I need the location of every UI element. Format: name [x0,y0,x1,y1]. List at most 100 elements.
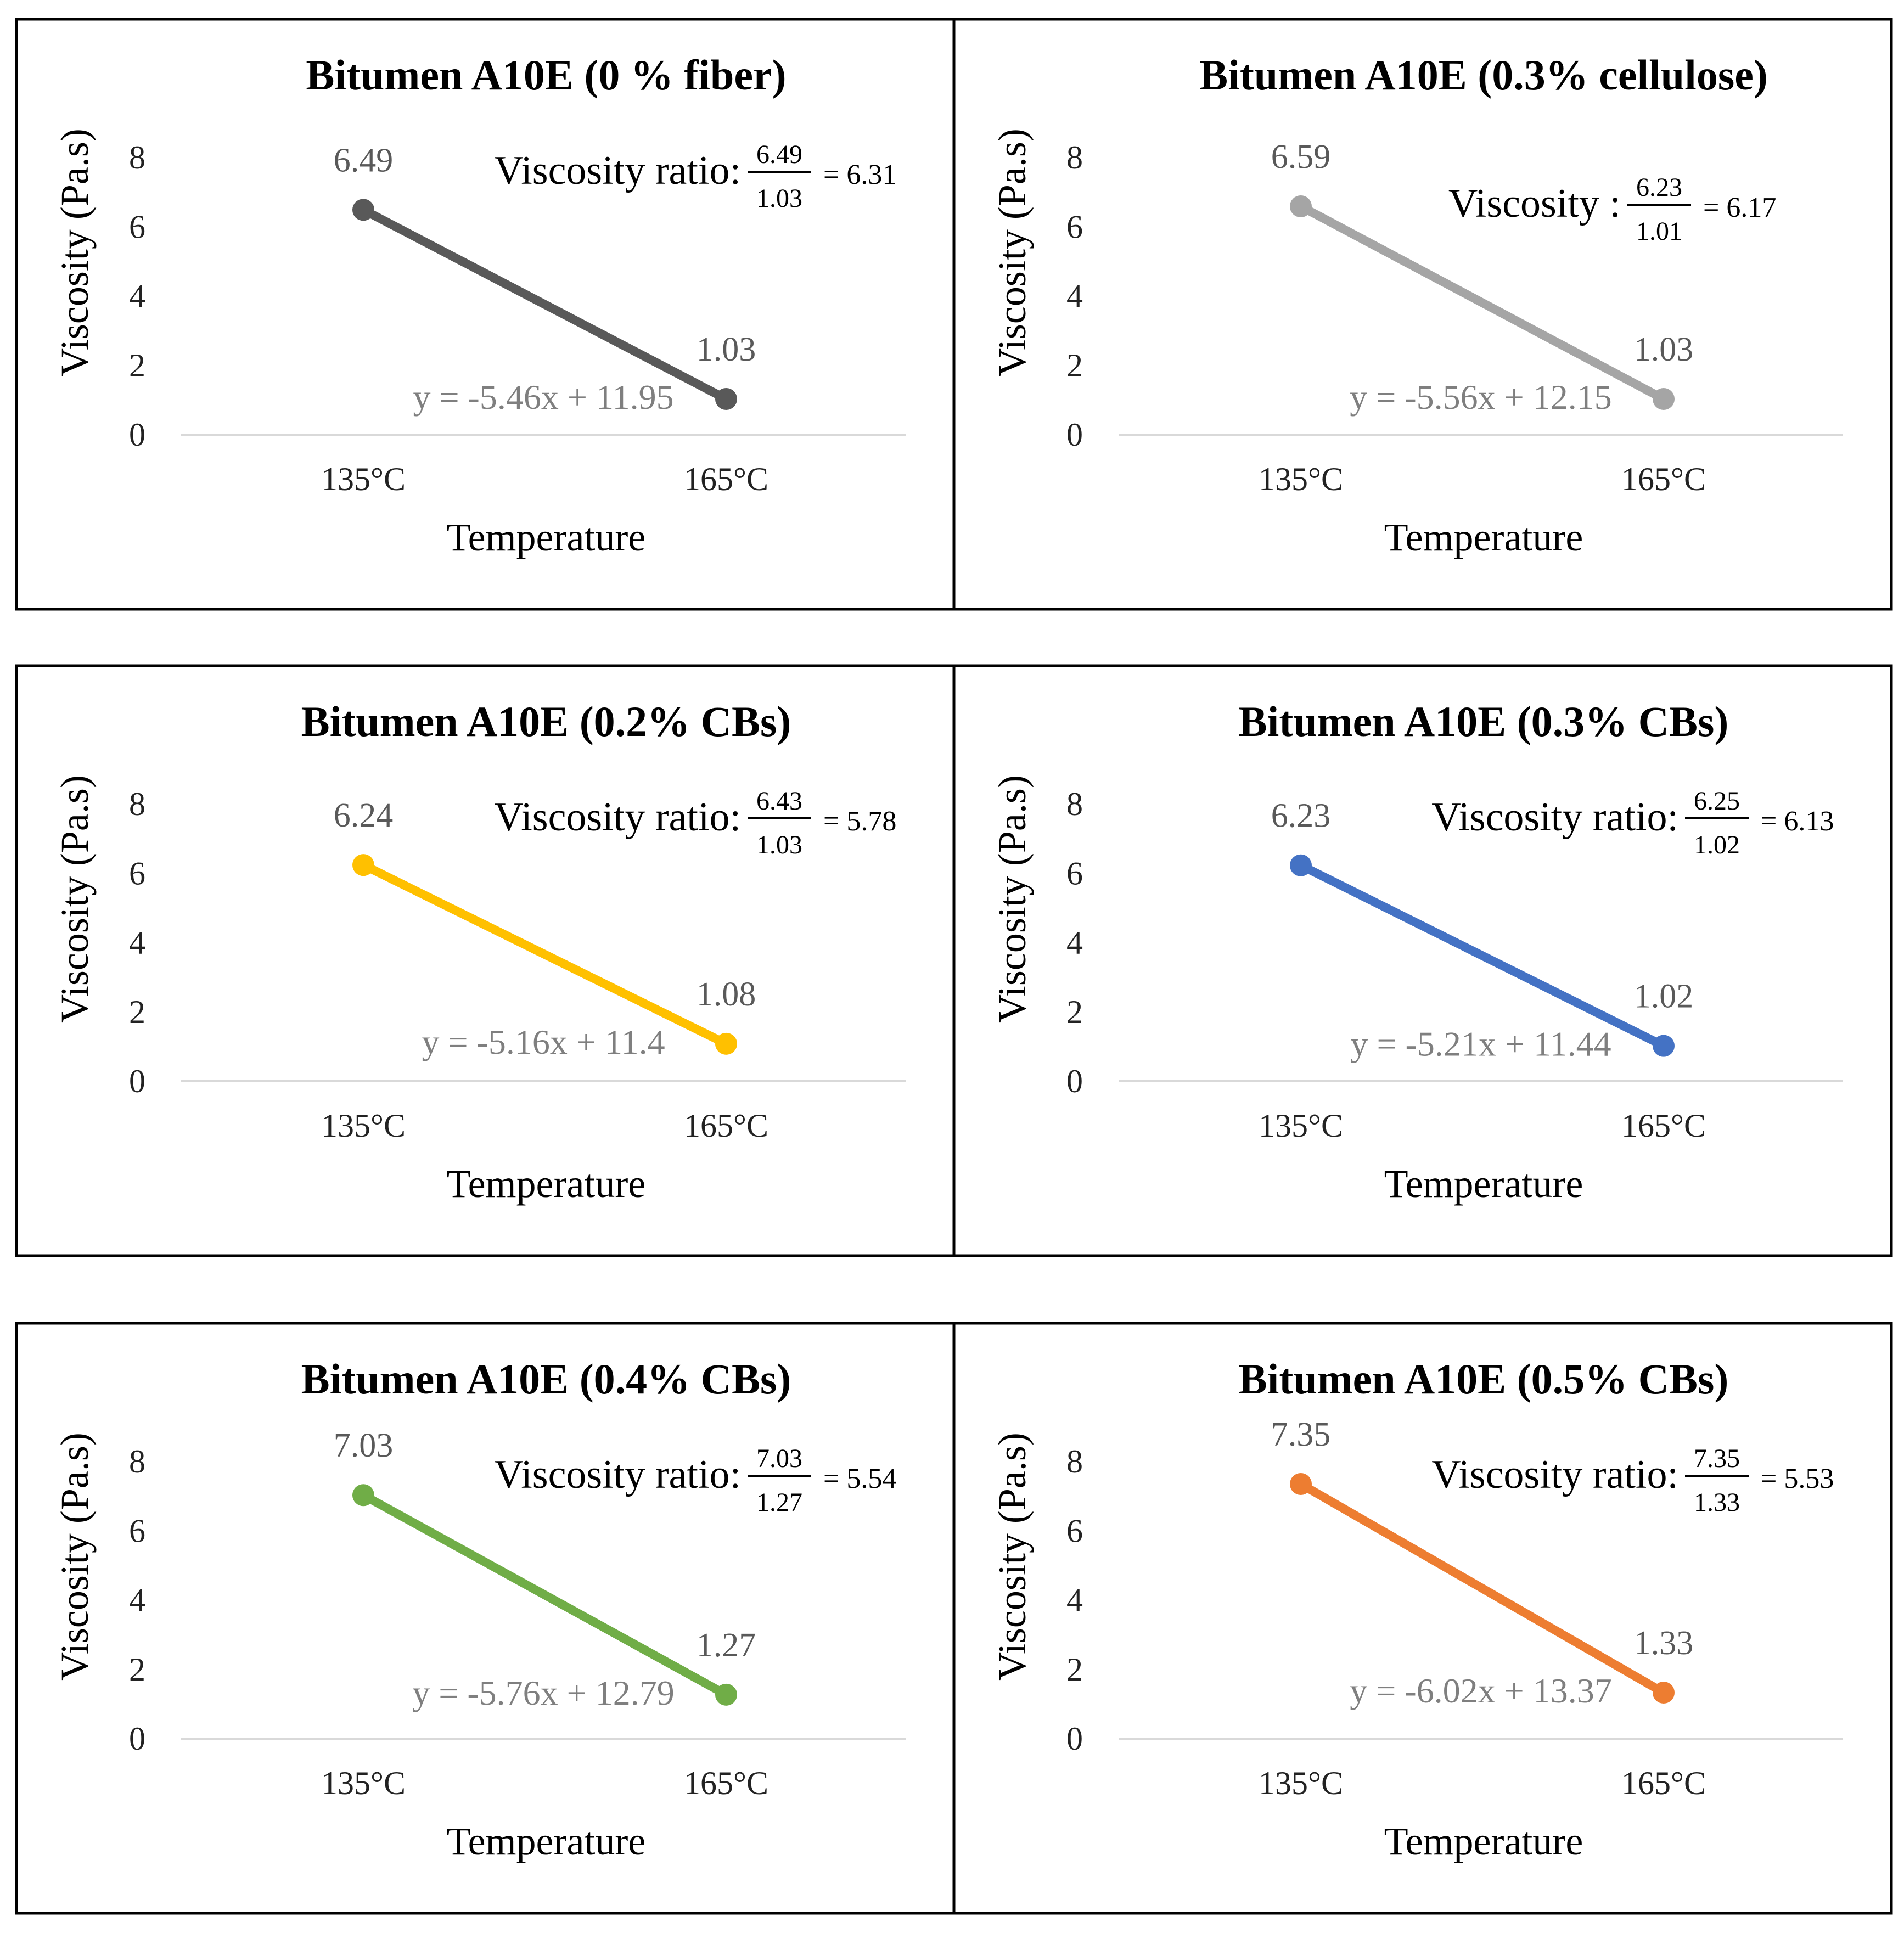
chart-title: Bitumen A10E (0.3% cellulose) [1199,51,1768,99]
trendline-equation: y = -6.02x + 13.37 [1350,1671,1612,1710]
ratio-denominator: 1.27 [756,1488,802,1517]
series-line [1296,202,1668,403]
ratio-denominator: 1.01 [1636,217,1682,246]
x-tick-label: 165°C [684,1108,768,1144]
ratio-numerator: 6.49 [756,140,802,169]
data-point [352,1484,374,1507]
y-tick-label: 8 [1066,139,1083,176]
data-label: 1.02 [1634,978,1694,1015]
y-tick-label: 4 [129,925,145,961]
y-tick-label: 6 [129,209,145,245]
chart-panel-4: Bitumen A10E (0.3% CBs) 0 2 4 6 8 Viscosity (P… [952,664,1893,1257]
ratio-result: = 6.17 [1703,192,1776,223]
series-line [1296,1480,1668,1698]
y-tick-label: 6 [1066,1513,1083,1549]
x-tick-label: 165°C [1621,1108,1706,1144]
ratio-denominator: 1.02 [1694,830,1740,859]
ratio-denominator: 1.33 [1694,1488,1740,1517]
x-tick-label: 135°C [321,1765,406,1801]
chart-title: Bitumen A10E (0.3% CBs) [1239,698,1729,745]
y-tick-label: 0 [1066,1721,1083,1757]
y-axis-title: Viscosity (Pa.s) [990,1432,1034,1681]
y-axis-title: Viscosity (Pa.s) [53,128,97,376]
y-tick-label: 0 [129,1721,145,1757]
y-tick-label: 2 [129,994,145,1030]
x-axis-title: Temperature [1384,515,1583,559]
ratio-denominator: 1.03 [756,830,802,859]
panel-border [952,1322,1893,1915]
data-label: 6.49 [334,142,394,179]
data-point [715,387,737,410]
viscosity-ratio-label: Viscosity ratio: [494,1452,741,1497]
y-tick-label: 8 [1066,1443,1083,1480]
chart-panel-5: Bitumen A10E (0.4% CBs) 0 2 4 6 8 Viscosity (P… [15,1322,956,1915]
y-tick-label: 0 [1066,1063,1083,1099]
data-point [1290,195,1312,218]
x-tick-label: 135°C [1259,461,1343,497]
y-tick-label: 8 [1066,786,1083,822]
y-tick-label: 6 [129,855,145,891]
data-label: 6.23 [1271,797,1331,835]
y-tick-label: 0 [129,1063,145,1099]
x-axis-title: Temperature [1384,1162,1583,1206]
data-point [1653,1035,1675,1057]
chart-title: Bitumen A10E (0 % fiber) [306,51,786,99]
viscosity-ratio-label: Viscosity ratio: [1431,795,1678,840]
y-tick-label: 6 [1066,855,1083,891]
trendline-equation: y = -5.76x + 12.79 [412,1673,675,1712]
panel-border [952,664,1893,1257]
y-tick-label: 2 [1066,1651,1083,1688]
data-label: 7.35 [1271,1416,1331,1453]
y-axis-title: Viscosity (Pa.s) [990,128,1034,376]
ratio-result: = 6.13 [1761,806,1834,837]
panel-border [952,18,1893,611]
chart-panel-6: Bitumen A10E (0.5% CBs) 0 2 4 6 8 Viscosity (P… [952,1322,1893,1915]
ratio-numerator: 6.25 [1694,786,1740,816]
ratio-numerator: 7.03 [756,1444,802,1473]
data-point [1290,1473,1312,1496]
y-tick-label: 0 [1066,417,1083,453]
ratio-result: = 6.31 [823,159,896,190]
viscosity-ratio-label: Viscosity ratio: [1431,1452,1678,1497]
x-tick-label: 135°C [321,461,406,497]
y-axis-title: Viscosity (Pa.s) [53,1432,97,1681]
series-line [1296,861,1668,1050]
x-tick-label: 165°C [684,461,768,497]
y-tick-label: 6 [129,1513,145,1549]
data-label: 1.03 [1634,331,1694,368]
data-point [352,854,374,876]
y-tick-label: 8 [129,139,145,176]
data-point [1653,1682,1675,1704]
chart-title: Bitumen A10E (0.5% CBs) [1239,1355,1729,1403]
y-tick-label: 4 [129,1582,145,1618]
trendline-equation: y = -5.46x + 11.95 [413,378,673,417]
viscosity-ratio-label: Viscosity ratio: [494,795,741,840]
chart-panel-1: Bitumen A10E (0 % fiber) 0 2 4 6 8 Viscosity (… [15,18,956,611]
y-tick-label: 8 [129,1443,145,1480]
data-label: 6.59 [1271,138,1331,176]
chart-title: Bitumen A10E (0.4% CBs) [301,1355,791,1403]
y-tick-label: 2 [1066,347,1083,384]
data-point [1290,854,1312,876]
series-line [359,1491,731,1699]
data-point [715,1032,737,1055]
data-label: 1.03 [697,331,756,368]
ratio-numerator: 6.23 [1636,173,1682,202]
x-tick-label: 165°C [1621,1765,1706,1801]
y-tick-label: 2 [129,347,145,384]
data-point [352,199,374,221]
trendline-equation: y = -5.16x + 11.4 [422,1022,665,1061]
y-tick-label: 0 [129,417,145,453]
series-line [359,861,731,1048]
y-tick-label: 4 [1066,1582,1083,1618]
y-tick-label: 2 [1066,994,1083,1030]
viscosity-ratio-label: Viscosity : [1448,181,1621,226]
y-tick-label: 8 [129,786,145,822]
data-point [1653,387,1675,410]
trendline-equation: y = -5.56x + 12.15 [1350,378,1612,417]
chart-panel-2: Bitumen A10E (0.3% cellulose) 0 2 4 6 8 Viscos… [952,18,1893,611]
y-tick-label: 6 [1066,209,1083,245]
x-axis-title: Temperature [447,1162,646,1206]
data-label: 7.03 [334,1427,394,1464]
